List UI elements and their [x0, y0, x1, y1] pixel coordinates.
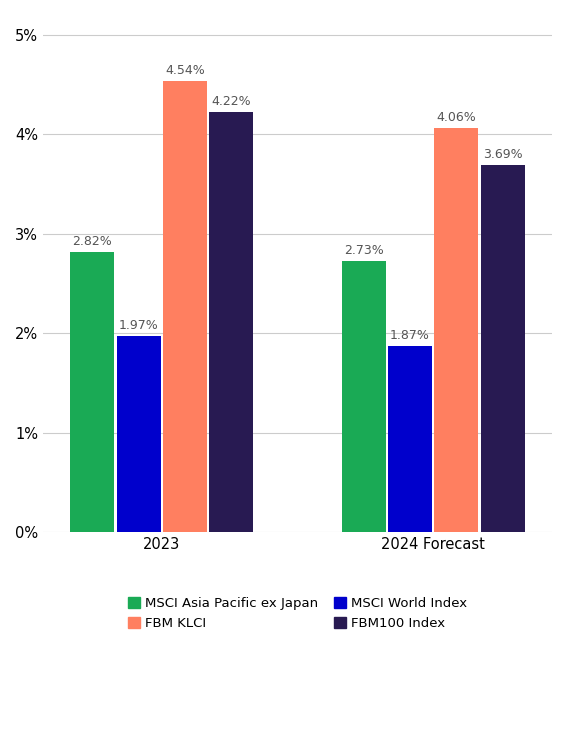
Text: 4.22%: 4.22%: [211, 95, 251, 108]
Text: 2.73%: 2.73%: [344, 243, 384, 256]
Bar: [481, 165, 525, 532]
Bar: [163, 81, 207, 532]
Text: 2.82%: 2.82%: [73, 234, 112, 248]
Legend: MSCI Asia Pacific ex Japan, FBM KLCI, MSCI World Index, FBM100 Index: MSCI Asia Pacific ex Japan, FBM KLCI, MS…: [121, 590, 474, 637]
Bar: [117, 336, 160, 532]
Bar: [209, 113, 253, 532]
Text: 4.06%: 4.06%: [437, 111, 476, 125]
Text: 4.54%: 4.54%: [165, 64, 205, 76]
Text: 1.87%: 1.87%: [390, 329, 430, 342]
Bar: [388, 346, 432, 532]
Bar: [434, 129, 479, 532]
Text: 3.69%: 3.69%: [483, 148, 523, 161]
Bar: [342, 261, 386, 532]
Text: 1.97%: 1.97%: [119, 319, 158, 332]
Bar: [70, 252, 115, 532]
